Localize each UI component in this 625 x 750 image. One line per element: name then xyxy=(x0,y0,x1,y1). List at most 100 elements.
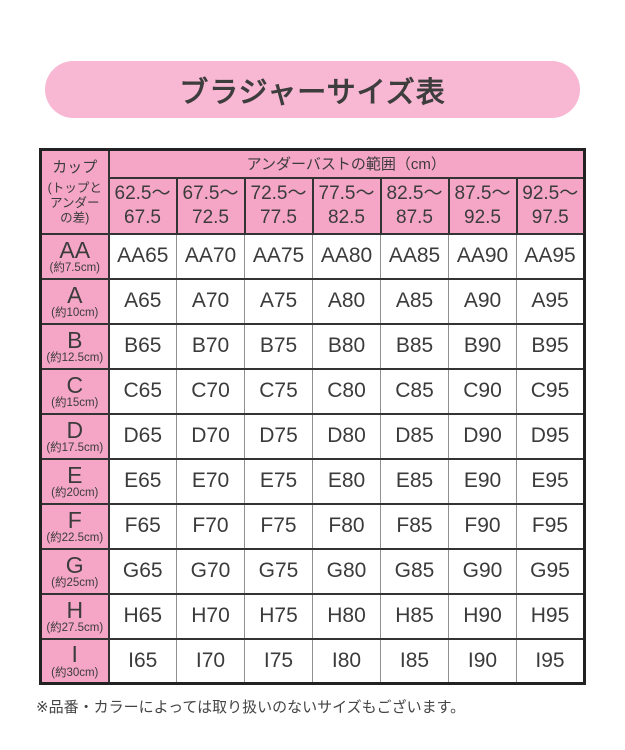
size-cell: B95 xyxy=(516,322,585,370)
cup-row: C (約15cm) C65 C70 C75 C80 C85 C90 C95 xyxy=(39,367,585,415)
cup-diff: (約20cm) xyxy=(51,486,99,499)
size-cell: D80 xyxy=(312,412,381,460)
range-from: 72.5〜 xyxy=(250,182,307,204)
cup-letter: I xyxy=(71,641,78,668)
size-cell: AA70 xyxy=(176,232,245,280)
size-table-container: カップ (トップと アンダー の差) アンダーバストの範囲（cm） 62.5〜 67.5 67… xyxy=(39,148,586,685)
cup-diff: (約7.5cm) xyxy=(49,261,100,274)
size-cell: G65 xyxy=(108,547,177,595)
range-from: 67.5〜 xyxy=(182,182,239,204)
size-cell: AA95 xyxy=(516,232,585,280)
cup-header-cell: F (約22.5cm) xyxy=(39,502,110,550)
size-cell: D70 xyxy=(176,412,245,460)
size-cell: F75 xyxy=(244,502,313,550)
size-cell: C70 xyxy=(176,367,245,415)
cup-diff: (約15cm) xyxy=(51,396,99,409)
range-to: 72.5 xyxy=(192,206,229,228)
cup-letter: H xyxy=(66,596,84,623)
range-from: 82.5〜 xyxy=(386,182,443,204)
footnote-text: ※品番・カラーによっては取り扱いのないサイズもございます。 xyxy=(36,699,466,716)
size-cell: C80 xyxy=(312,367,381,415)
page-title-pill: ブラジャーサイズ表 xyxy=(45,61,580,118)
bra-size-table: カップ (トップと アンダー の差) アンダーバストの範囲（cm） 62.5〜 67.5 67… xyxy=(39,148,586,685)
range-header-cell: 77.5〜 82.5 xyxy=(311,176,382,235)
cup-header-cell: H (約27.5cm) xyxy=(39,592,110,640)
cup-diff: (約22.5cm) xyxy=(46,531,104,544)
cup-letter: G xyxy=(65,551,84,578)
cup-header-cell: A (約10cm) xyxy=(39,277,110,325)
cup-row: E (約20cm) E65 E70 E75 E80 E85 E90 E95 xyxy=(39,457,585,505)
size-cell: A80 xyxy=(312,277,381,325)
size-cell: C65 xyxy=(108,367,177,415)
size-cell: H70 xyxy=(176,592,245,640)
cup-diff: (約12.5cm) xyxy=(46,351,104,364)
size-cell: E75 xyxy=(244,457,313,505)
size-cell: G90 xyxy=(448,547,517,595)
range-header-cell: 62.5〜 67.5 xyxy=(107,176,178,235)
cup-row: A (約10cm) A65 A70 A75 A80 A85 A90 A95 xyxy=(39,277,585,325)
size-cell: H85 xyxy=(380,592,449,640)
size-cell: A75 xyxy=(244,277,313,325)
size-cell: B85 xyxy=(380,322,449,370)
size-cell: E95 xyxy=(516,457,585,505)
size-cell: G85 xyxy=(380,547,449,595)
underbust-range-label: アンダーバストの範囲（cm） xyxy=(246,156,446,174)
size-cell: I70 xyxy=(176,637,245,685)
cup-diff: (約17.5cm) xyxy=(46,441,104,454)
corner-subtitle-line: の差) xyxy=(60,210,90,225)
size-cell: C95 xyxy=(516,367,585,415)
size-cell: A65 xyxy=(108,277,177,325)
range-to: 87.5 xyxy=(396,206,433,228)
size-cell: D90 xyxy=(448,412,517,460)
size-cell: E90 xyxy=(448,457,517,505)
cup-header-cell: G (約25cm) xyxy=(39,547,110,595)
cup-header-cell: C (約15cm) xyxy=(39,367,110,415)
size-cell: E80 xyxy=(312,457,381,505)
corner-subtitle-line: アンダー xyxy=(49,195,100,210)
size-cell: F85 xyxy=(380,502,449,550)
cup-letter: A xyxy=(67,281,83,308)
range-from: 92.5〜 xyxy=(522,182,579,204)
cup-header-cell: B (約12.5cm) xyxy=(39,322,110,370)
corner-subtitle-line: (トップと xyxy=(47,180,102,195)
range-to: 97.5 xyxy=(531,206,569,228)
size-cell: H75 xyxy=(244,592,313,640)
cup-header-cell: E (約20cm) xyxy=(39,457,110,505)
size-cell: A95 xyxy=(516,277,585,325)
table-body: カップ (トップと アンダー の差) アンダーバストの範囲（cm） 62.5〜 67.5 67… xyxy=(39,148,586,685)
size-cell: C85 xyxy=(380,367,449,415)
size-cell: E85 xyxy=(380,457,449,505)
cup-row: D (約17.5cm) D65 D70 D75 D80 D85 D90 D95 xyxy=(39,412,585,460)
range-header-cell: 67.5〜 72.5 xyxy=(175,176,246,235)
range-header-cell: 72.5〜 77.5 xyxy=(243,176,314,235)
cup-letter: AA xyxy=(59,236,91,263)
cup-header-cell: D (約17.5cm) xyxy=(39,412,110,460)
range-from: 62.5〜 xyxy=(114,182,171,204)
size-cell: H80 xyxy=(312,592,381,640)
cup-letter: F xyxy=(67,506,82,533)
size-cell: D75 xyxy=(244,412,313,460)
size-cell: G95 xyxy=(516,547,585,595)
cup-letter: D xyxy=(66,416,84,443)
corner-header-cell: カップ (トップと アンダー の差) xyxy=(39,148,110,235)
cup-diff: (約25cm) xyxy=(51,576,99,589)
cup-row: B (約12.5cm) B65 B70 B75 B80 B85 B90 B95 xyxy=(39,322,585,370)
size-cell: I90 xyxy=(448,637,517,685)
size-cell: H65 xyxy=(108,592,177,640)
cup-letter: C xyxy=(66,371,84,398)
range-to: 92.5 xyxy=(464,206,501,228)
size-cell: H95 xyxy=(516,592,585,640)
size-cell: F80 xyxy=(312,502,381,550)
range-to: 82.5 xyxy=(328,206,365,228)
corner-subtitle: (トップと アンダー の差) xyxy=(42,181,108,226)
size-cell: C90 xyxy=(448,367,517,415)
cup-letter: B xyxy=(67,326,83,353)
range-header-cell: 92.5〜 97.5 xyxy=(515,176,586,235)
size-cell: I65 xyxy=(108,637,177,685)
range-from: 87.5〜 xyxy=(454,182,511,204)
size-cell: E70 xyxy=(176,457,245,505)
size-cell: I80 xyxy=(312,637,381,685)
cup-diff: (約30cm) xyxy=(51,666,99,679)
corner-title: カップ xyxy=(52,159,98,176)
size-cell: B75 xyxy=(244,322,313,370)
